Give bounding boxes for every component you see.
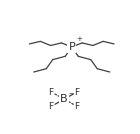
Text: −: − xyxy=(69,90,74,95)
Text: +: + xyxy=(76,36,82,42)
Text: F: F xyxy=(49,102,54,111)
Text: F: F xyxy=(75,102,80,111)
Text: P: P xyxy=(68,42,75,52)
Text: F: F xyxy=(75,88,80,97)
Text: F: F xyxy=(49,88,54,97)
Text: B: B xyxy=(60,94,68,104)
